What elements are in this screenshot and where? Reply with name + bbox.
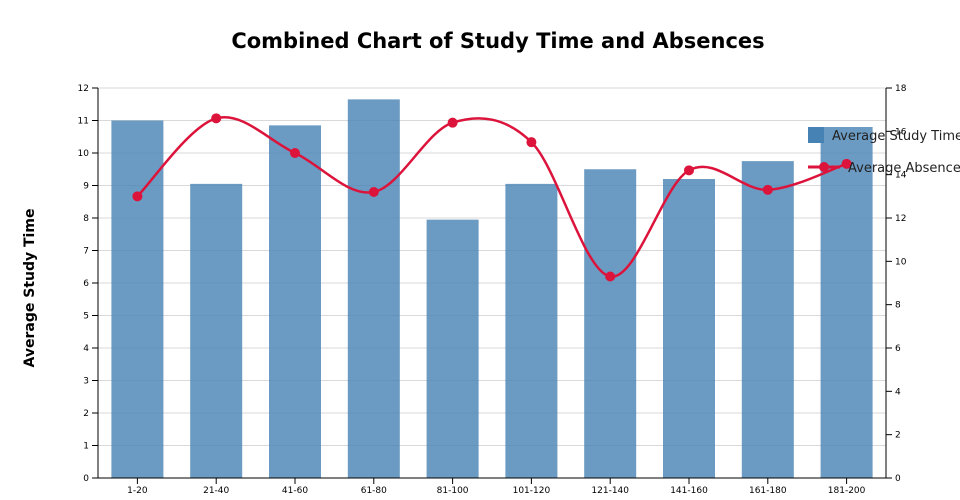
bar-141-160 [662, 179, 716, 478]
y-axis-label: Average Study Time [22, 209, 38, 368]
legend-label-study-time: Average Study Time [832, 129, 960, 144]
right-tick-label: 10 [895, 257, 907, 267]
right-tick-label: 4 [895, 387, 901, 397]
bar-series [111, 99, 873, 478]
x-tick-label: 181-200 [828, 486, 866, 496]
absences-point-141-160 [684, 165, 694, 176]
bar-21-40 [190, 183, 243, 478]
left-tick-label: 6 [83, 279, 89, 289]
right-tick-label: 16 [895, 127, 907, 137]
right-tick-label: 6 [895, 344, 901, 354]
x-tick-label: 21-40 [203, 486, 229, 496]
left-tick-label: 9 [83, 182, 89, 192]
absences-point-81-100 [447, 117, 458, 128]
right-tick-label: 0 [895, 474, 901, 484]
x-tick-label: 1-20 [127, 486, 148, 496]
left-tick-label: 11 [78, 117, 89, 127]
legend-label-absences: Average Absences [848, 161, 960, 176]
left-tick-label: 12 [78, 84, 89, 94]
left-tick-label: 0 [83, 474, 89, 484]
absences-point-21-40 [211, 113, 222, 124]
bar-121-140 [584, 169, 637, 478]
absences-line [136, 115, 847, 278]
bar-1-20 [111, 120, 164, 478]
legend-marker-absences [819, 162, 829, 172]
x-tick-label: 81-100 [437, 486, 469, 496]
chart-title: Combined Chart of Study Time and Absence… [231, 29, 764, 53]
x-tick-label: 141-160 [670, 486, 708, 496]
left-tick-label: 10 [78, 149, 90, 159]
bar-181-200 [820, 127, 873, 478]
left-tick-label: 1 [83, 442, 89, 452]
absences-point-41-60 [290, 148, 300, 158]
x-tick-label: 121-140 [591, 486, 629, 496]
absences-point-1-20 [132, 191, 143, 202]
bar-41-60 [268, 125, 322, 478]
line-series [132, 113, 852, 282]
left-tick-label: 2 [83, 409, 89, 419]
right-tick-label: 8 [895, 301, 901, 311]
absences-point-121-140 [605, 271, 616, 282]
x-tick-label: 41-60 [282, 486, 308, 496]
absences-point-161-180 [762, 184, 773, 195]
x-tick-label: 61-80 [361, 486, 387, 496]
bar-81-100 [426, 219, 479, 478]
legend-swatch-study-time [808, 127, 824, 143]
right-tick-label: 12 [895, 214, 906, 224]
bar-161-180 [741, 161, 794, 478]
x-tick-label: 101-120 [513, 486, 551, 496]
absences-point-101-120 [526, 137, 537, 148]
x-tick-label: 161-180 [749, 486, 787, 496]
bar-61-80 [347, 99, 400, 478]
legend: Average Study Time Average Absences [808, 127, 960, 176]
absences-point-181-200 [841, 158, 852, 169]
right-tick-label: 2 [895, 431, 901, 441]
bar-101-120 [505, 183, 558, 478]
left-tick-label: 4 [83, 344, 89, 354]
right-tick-label: 18 [895, 84, 907, 94]
right-tick-label: 14 [895, 171, 907, 181]
left-tick-label: 8 [83, 214, 89, 224]
left-tick-label: 3 [83, 377, 89, 387]
absences-point-61-80 [368, 187, 379, 197]
left-tick-label: 7 [83, 247, 89, 257]
left-tick-label: 5 [83, 312, 89, 322]
